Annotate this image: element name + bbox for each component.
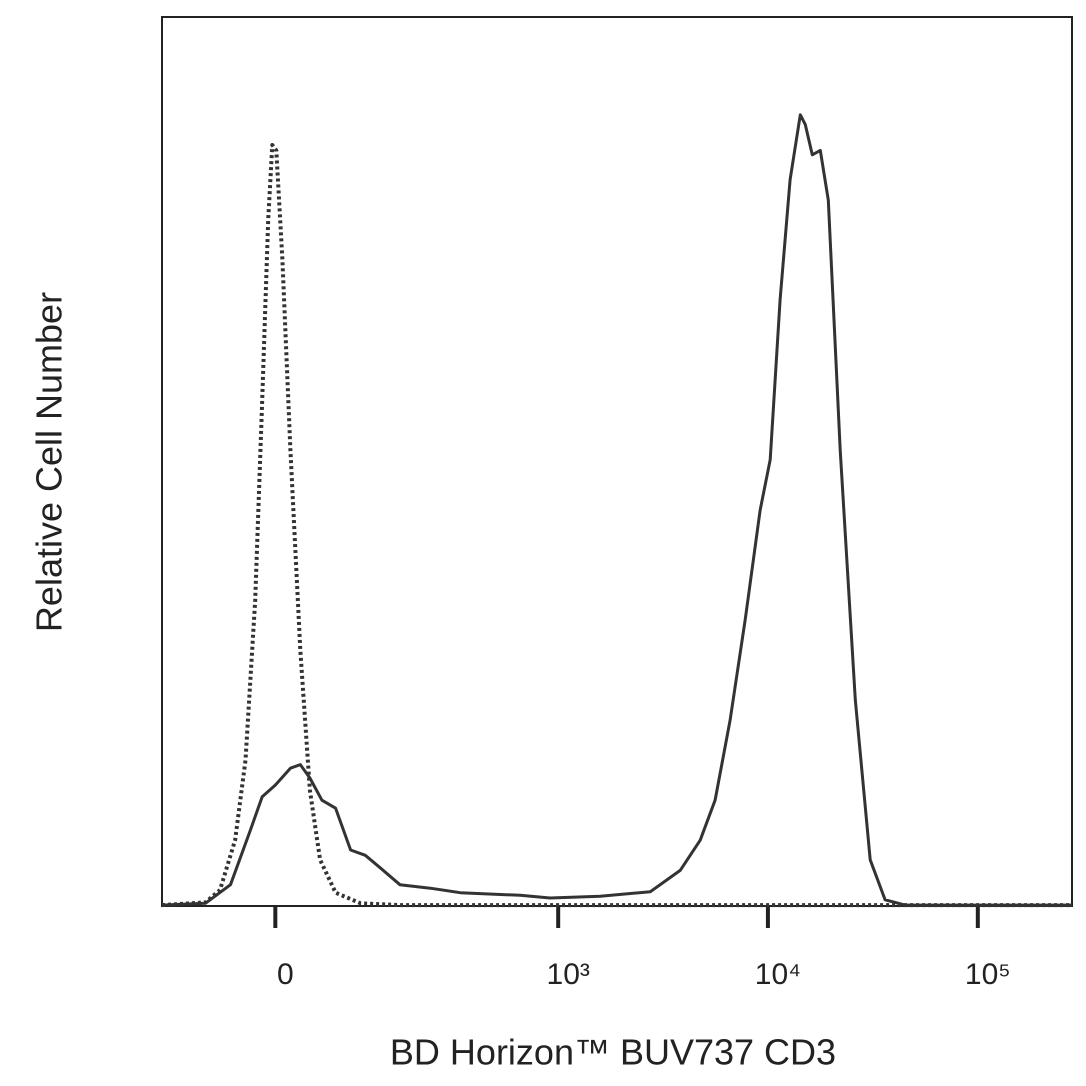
x-tick-label: 10⁵ (965, 958, 1011, 991)
x-tick-label: 10⁴ (755, 958, 801, 991)
histogram-line (161, 113, 1072, 907)
x-tick-label: 0 (277, 958, 294, 991)
plot-frame (161, 16, 1073, 907)
x-axis-label: BD Horizon™ BUV737 CD3 (390, 1032, 836, 1073)
histogram-line (161, 143, 1072, 908)
x-tick-label: 10³ (547, 958, 590, 991)
y-axis-label: Relative Cell Number (29, 292, 70, 632)
